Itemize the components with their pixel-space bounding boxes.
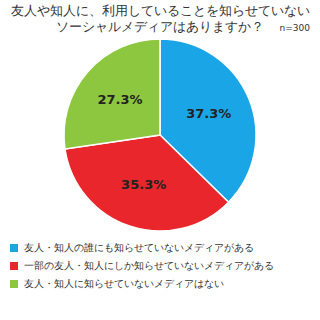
svg-text:27.3%: 27.3% [97,92,142,107]
html-text:友人・知人の誰にも知らせていないメディアがある: 友人・知人の誰にも知らせていないメディアがある [24,241,254,253]
html-text:一部の友人・知人にしか知らせていないメディアがある: 一部の友人・知人にしか知らせていないメディアがある [24,259,274,271]
html-text:n=300: n=300 [279,23,310,33]
html-text:友人や知人に、利用していることを知らせていない ソーシャルメ: 友人や知人に、利用していることを知らせていない ソーシャルメディアはありますか？ [10,3,310,34]
html-text:友人・知人に知らせていないメディアはない: 友人・知人に知らせていないメディアはない [24,277,224,289]
svg-text:35.3%: 35.3% [121,177,166,192]
svg-text:37.3%: 37.3% [186,106,231,121]
